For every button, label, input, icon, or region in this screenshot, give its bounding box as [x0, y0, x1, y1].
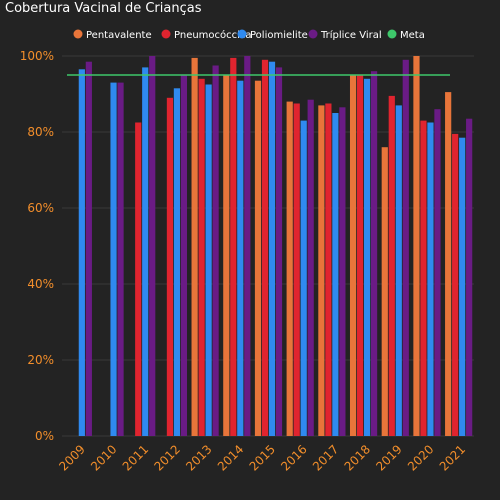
- legend-label: Pentavalente: [86, 30, 152, 41]
- bar: [142, 67, 149, 437]
- bar: [135, 122, 142, 436]
- bar: [459, 137, 466, 436]
- y-tick-label: 40%: [27, 277, 54, 291]
- x-tick-label: 2020: [405, 442, 436, 473]
- bar: [268, 61, 276, 436]
- y-tick-label: 100%: [20, 49, 54, 63]
- x-tick-label: 2010: [88, 442, 119, 473]
- bar: [110, 82, 117, 436]
- legend-label: Meta: [400, 30, 425, 41]
- x-tick-label: 2021: [437, 442, 468, 473]
- legend-marker: [237, 29, 247, 39]
- bar: [198, 78, 205, 437]
- bar: [332, 113, 339, 436]
- bar: [180, 75, 188, 436]
- legend-label: Tríplice Viral: [320, 29, 382, 41]
- bar: [300, 120, 307, 436]
- bar: [244, 56, 251, 436]
- bar: [452, 133, 459, 436]
- x-tick-label: 2012: [151, 442, 182, 473]
- bar: [205, 84, 212, 436]
- bar: [261, 59, 269, 437]
- y-tick-label: 60%: [27, 201, 54, 215]
- x-tick-label: 2016: [278, 442, 309, 473]
- bar: [381, 147, 388, 436]
- legend-label: Pneumocóccica: [174, 29, 252, 41]
- y-tick-label: 0%: [35, 429, 54, 443]
- bar: [307, 99, 314, 436]
- bar: [427, 122, 434, 436]
- bar: [286, 101, 293, 436]
- y-tick-label: 20%: [27, 353, 54, 367]
- x-tick-label: 2018: [342, 442, 373, 473]
- bar: [466, 118, 473, 436]
- x-axis: 2009 2010 2011 2012 2013 2014 2015 2016 2017 2018…: [56, 442, 468, 473]
- x-tick-label: 2013: [183, 442, 214, 473]
- y-tick-label: 80%: [27, 125, 54, 139]
- legend-marker: [73, 29, 83, 39]
- bar: [293, 103, 300, 436]
- bar: [117, 82, 124, 436]
- x-tick-label: 2015: [247, 442, 278, 473]
- bar: [370, 71, 378, 436]
- bar: [349, 75, 357, 436]
- bar: [237, 80, 244, 436]
- bars-layer: [78, 56, 473, 437]
- bar: [363, 78, 371, 437]
- x-tick-label: 2019: [373, 442, 404, 473]
- bar: [166, 97, 174, 437]
- legend-marker: [387, 29, 397, 39]
- x-tick-label: 2017: [310, 442, 341, 473]
- bar: [388, 95, 395, 437]
- x-tick-label: 2014: [215, 442, 246, 473]
- bar: [173, 88, 181, 437]
- x-tick-label: 2011: [120, 442, 151, 473]
- bar: [325, 103, 332, 436]
- bar: [434, 109, 441, 436]
- bar: [339, 107, 346, 437]
- bar: [413, 56, 420, 436]
- bar: [318, 105, 325, 437]
- bar: [402, 59, 409, 437]
- bar: [356, 75, 364, 436]
- legend-marker: [308, 29, 318, 39]
- x-tick-label: 2009: [56, 442, 87, 473]
- legend-marker: [161, 29, 171, 39]
- chart-title: Cobertura Vacinal de Crianças: [5, 1, 202, 16]
- legend-label: Poliomielite: [250, 30, 308, 41]
- bar: [445, 92, 452, 436]
- bar: [149, 56, 156, 436]
- y-axis: 0% 20% 40% 60% 80% 100%: [20, 49, 54, 443]
- bar: [230, 57, 237, 437]
- bar: [191, 57, 198, 437]
- bar: [395, 105, 402, 437]
- bar: [420, 120, 427, 436]
- bar: [78, 69, 85, 437]
- bar: [212, 65, 219, 436]
- bar: [85, 61, 92, 436]
- bar: [275, 67, 283, 437]
- bar: [223, 75, 230, 436]
- bar: [254, 80, 262, 436]
